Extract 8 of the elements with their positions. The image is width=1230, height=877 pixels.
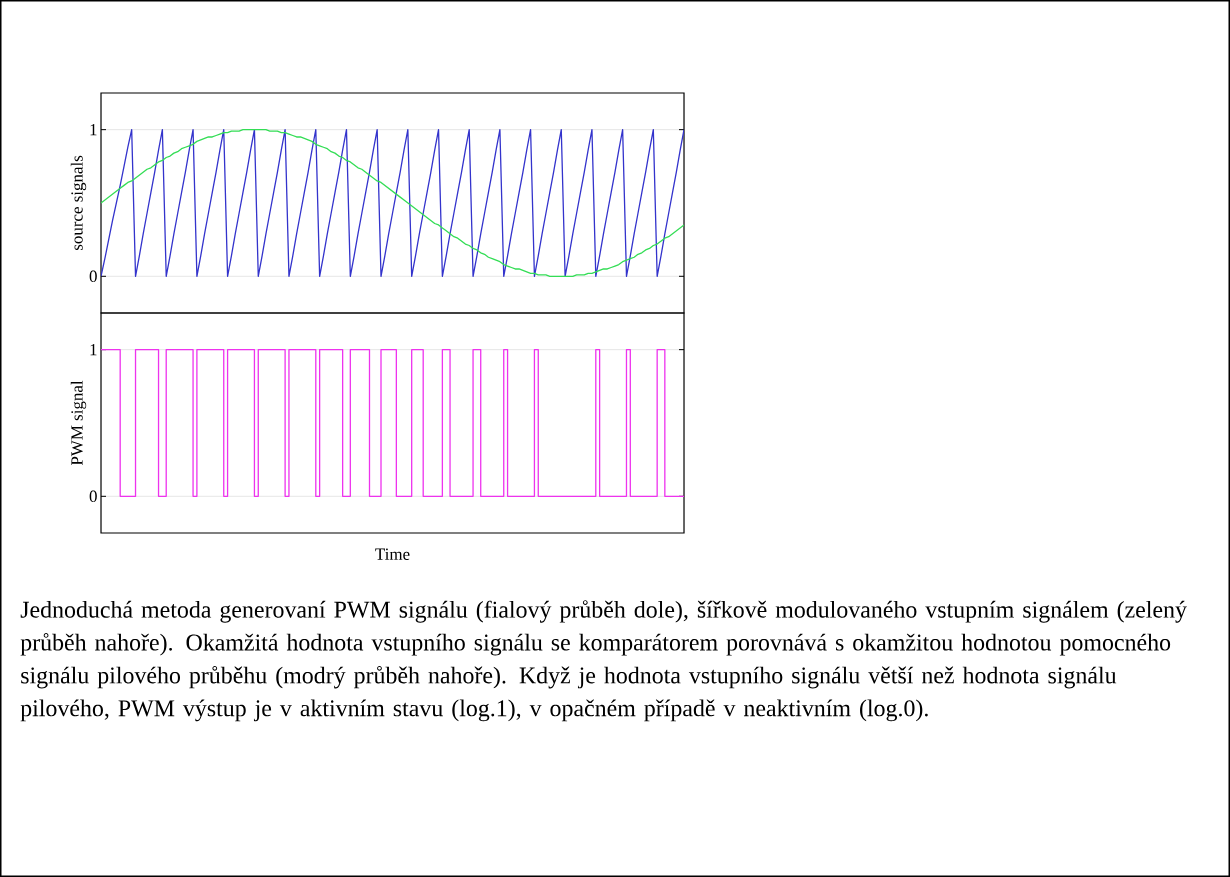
y-axis-title: PWM signal (70, 380, 87, 466)
y-tick-label: 0 (89, 270, 97, 283)
x-axis-title: Time (375, 548, 410, 560)
text: Jednoduchá metoda generovaní PWM signálu (fialový průběh dole), šířkově modulovaného vstupním signálem (zelený průběh nahoře). Okamžitá hodnota vstupního signálu se komparátorem porovnává s okamžitou hodnotou pomocného signálu pilového průběhu (modrý průběh nahoře). Když je hodnota vstupního signálu větší než hodnota signálu pilového, PWM výstup je v aktivním stavu (log.1), v opačném případě v neaktivním (log.0). (20, 600, 1187, 722)
y-axis-title: source signals (70, 155, 87, 251)
y-tick-label: 0 (89, 490, 97, 503)
y-tick-label: 1 (90, 124, 97, 136)
y-tick-label: 1 (90, 344, 97, 356)
